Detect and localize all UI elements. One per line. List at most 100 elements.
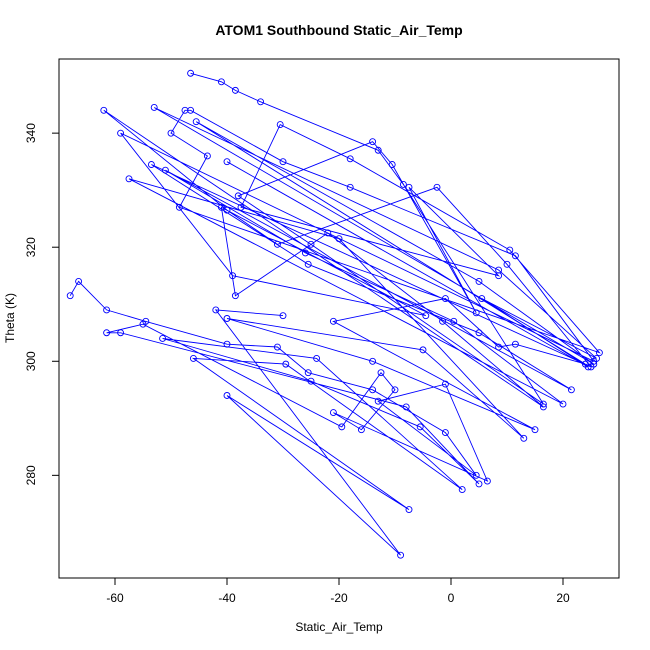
x-tick-label: 0: [448, 591, 455, 605]
data-point: [439, 317, 447, 325]
data-point: [125, 175, 133, 183]
data-point: [189, 354, 197, 362]
data-point: [304, 369, 312, 377]
x-tick-label: -40: [218, 591, 236, 605]
data-point: [422, 312, 430, 320]
series-layer: [66, 69, 603, 559]
x-tick-label: -60: [106, 591, 124, 605]
data-point: [307, 377, 315, 385]
data-point: [458, 486, 466, 494]
data-point: [590, 360, 598, 368]
y-tick-label: 320: [24, 237, 38, 257]
data-point: [329, 409, 337, 417]
data-point: [234, 192, 242, 200]
data-point: [419, 346, 427, 354]
data-point: [103, 306, 111, 314]
data-point: [335, 235, 343, 243]
data-point: [405, 183, 413, 191]
data-point: [369, 386, 377, 394]
data-point: [150, 104, 158, 111]
data-point: [167, 129, 175, 137]
data-point: [203, 152, 211, 160]
data-point: [539, 403, 547, 411]
data-point: [139, 320, 147, 328]
data-point: [329, 317, 337, 325]
data-point: [192, 118, 200, 126]
y-axis-label: Theta (K): [3, 293, 17, 343]
data-point: [301, 249, 309, 257]
data-point: [229, 272, 237, 280]
chart-title: ATOM1 Southbound Static_Air_Temp: [215, 22, 462, 38]
data-point: [391, 386, 399, 394]
data-point: [357, 426, 365, 434]
data-point: [212, 306, 220, 314]
data-point: [441, 295, 449, 302]
data-point: [237, 203, 245, 211]
data-point: [217, 78, 225, 86]
data-point: [369, 138, 377, 146]
data-point: [478, 295, 486, 302]
data-point: [397, 551, 405, 559]
data-point: [313, 354, 321, 362]
data-point: [388, 161, 396, 168]
data-series: [66, 277, 491, 559]
data-point: [511, 340, 519, 348]
data-point: [495, 343, 503, 351]
data-point: [231, 292, 239, 300]
data-point: [231, 86, 239, 94]
data-point: [433, 183, 441, 191]
data-point: [276, 121, 284, 129]
data-point: [307, 240, 315, 248]
data-point: [405, 506, 413, 514]
y-tick-label: 340: [24, 123, 38, 143]
data-point: [273, 240, 281, 248]
data-point: [506, 246, 514, 254]
data-point: [472, 309, 480, 317]
data-point: [475, 480, 483, 488]
data-point: [511, 252, 519, 260]
data-point: [441, 429, 449, 437]
data-point: [584, 363, 592, 371]
data-point: [100, 106, 108, 114]
data-point: [147, 161, 155, 168]
data-point: [279, 312, 287, 320]
data-point: [117, 129, 125, 137]
data-point: [374, 146, 382, 154]
series-line: [69, 280, 489, 556]
data-point: [304, 260, 312, 268]
data-point: [483, 477, 491, 485]
data-point: [450, 317, 458, 325]
data-point: [559, 400, 567, 408]
data-point: [66, 292, 74, 300]
data-point: [377, 369, 385, 377]
data-point: [495, 266, 503, 274]
data-point: [217, 203, 225, 211]
x-tick-label: -20: [330, 591, 348, 605]
data-point: [223, 340, 231, 348]
data-point: [346, 183, 354, 191]
data-point: [595, 349, 603, 357]
data-point: [223, 392, 231, 399]
data-point: [75, 277, 83, 285]
data-point: [567, 386, 575, 394]
data-point: [187, 69, 195, 77]
data-point: [475, 277, 483, 285]
data-point: [223, 158, 231, 166]
data-point: [103, 329, 111, 337]
data-point: [369, 357, 377, 365]
data-point: [416, 423, 424, 431]
data-point: [539, 400, 547, 408]
data-point: [175, 203, 183, 211]
data-point: [338, 423, 346, 431]
data-point: [282, 360, 290, 368]
data-point: [531, 426, 539, 434]
data-point: [161, 166, 169, 174]
data-point: [472, 471, 480, 479]
data-point: [279, 158, 287, 166]
data-point: [346, 155, 354, 163]
y-tick-label: 300: [24, 351, 38, 371]
y-tick-label: 280: [24, 465, 38, 485]
data-point: [374, 397, 382, 405]
